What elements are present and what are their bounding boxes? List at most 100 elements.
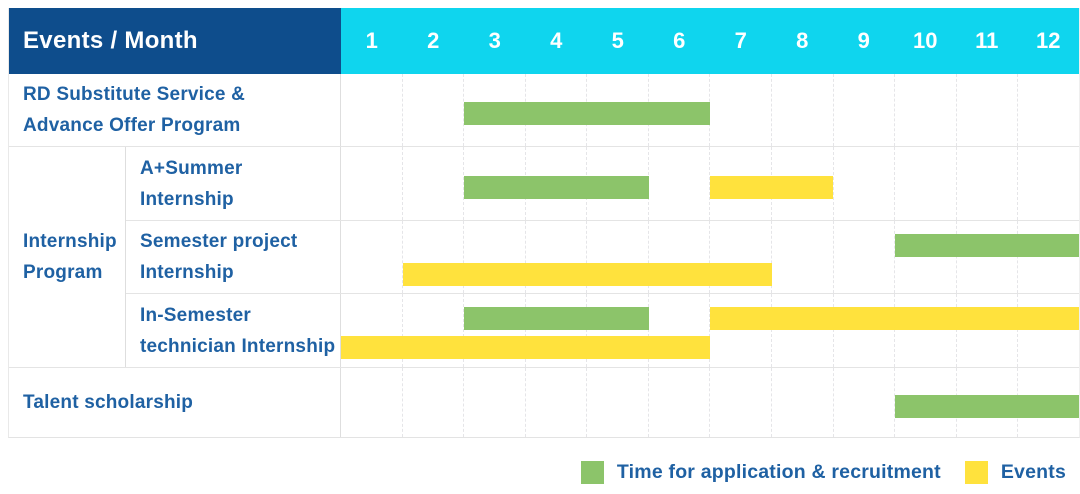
month-column-2 (401, 221, 464, 293)
month-grid-semester-project-internship (341, 221, 1079, 293)
application-bar-months-3-5 (464, 175, 649, 199)
group-label-internship-program: Internship Program (9, 147, 126, 367)
month-column-11 (955, 147, 1018, 220)
month-column-10 (894, 147, 956, 220)
month-grid-a-plus-summer-internship (341, 147, 1079, 220)
label-line: RD Substitute Service & (23, 84, 246, 105)
month-column-6 (647, 221, 710, 293)
table-header-row: Events / Month 1 2 3 4 5 6 7 8 9 10 11 12 (9, 8, 1079, 74)
application-bar-months-3-6 (464, 102, 710, 125)
row-label-semester-project-internship: Semester project Internship (126, 221, 341, 293)
month-header-6: 6 (673, 28, 686, 53)
month-column-3 (463, 294, 525, 367)
month-header-11: 11 (975, 28, 999, 53)
label-line: Program (23, 262, 103, 283)
legend-label-application: Time for application & recruitment (616, 461, 941, 483)
month-column-1 (341, 221, 402, 293)
application-bar-months-3-5 (464, 307, 649, 330)
month-header-5: 5 (611, 28, 624, 53)
month-column-6 (647, 368, 710, 437)
label-line: Advance Offer Program (23, 115, 241, 136)
month-column-11 (955, 74, 1018, 146)
month-column-3 (463, 368, 525, 437)
month-header-2: 2 (427, 28, 440, 53)
month-column-6 (647, 294, 710, 367)
month-column-10 (894, 74, 956, 146)
row-rd-substitute: RD Substitute Service & Advance Offer Pro… (9, 74, 1079, 146)
month-header-12: 12 (1036, 28, 1061, 53)
row-label-in-semester-technician-internship: In-Semester technician Internship (126, 294, 341, 367)
month-column-10 (894, 294, 956, 367)
month-column-4 (524, 368, 587, 437)
application-bar-months-10-12 (894, 394, 1079, 418)
month-column-8 (771, 368, 833, 437)
month-column-2 (401, 368, 464, 437)
month-column-2 (401, 147, 464, 220)
month-column-12 (1017, 294, 1079, 367)
month-header-9: 9 (857, 28, 870, 53)
month-header-7: 7 (734, 28, 747, 53)
month-column-7 (709, 147, 771, 220)
month-column-3 (463, 74, 525, 146)
month-column-12 (1017, 147, 1079, 220)
label-line: Internship (23, 231, 117, 252)
row-label-a-plus-summer-internship: A+Summer Internship (126, 147, 341, 220)
month-column-5 (586, 221, 648, 293)
row-label-talent-scholarship: Talent scholarship (9, 368, 341, 437)
month-header-strip: 1 2 3 4 5 6 7 8 9 10 11 12 (341, 8, 1079, 74)
events-month-table: Events / Month 1 2 3 4 5 6 7 8 9 10 11 12 RD Substi… (8, 8, 1080, 438)
month-column-7 (709, 221, 771, 293)
event-bar-months-7-12 (710, 307, 1079, 330)
month-column-12 (1017, 74, 1079, 146)
month-column-7 (709, 74, 771, 146)
month-column-9 (832, 368, 895, 437)
group-subrows-internship-program: A+Summer Internship Semester project Intern… (126, 147, 1079, 367)
month-column-8 (771, 294, 833, 367)
application-bar-months-10-12 (894, 234, 1079, 257)
month-column-3 (463, 147, 525, 220)
month-header-3: 3 (488, 28, 501, 53)
month-header-4: 4 (550, 28, 563, 53)
label-line: Talent scholarship (23, 392, 194, 413)
month-column-1 (341, 74, 402, 146)
month-column-8 (771, 74, 833, 146)
legend: Time for application & recruitment Events (580, 461, 1066, 484)
label-line: Semester project (140, 231, 298, 252)
month-column-5 (586, 294, 648, 367)
month-column-6 (647, 147, 710, 220)
row-in-semester-technician-internship: In-Semester technician Internship (126, 293, 1079, 367)
event-bar-months-1-6 (341, 336, 710, 359)
month-column-9 (832, 74, 895, 146)
month-column-2 (401, 74, 464, 146)
legend-item-event: Events (964, 461, 1066, 484)
legend-item-application: Time for application & recruitment (580, 461, 941, 484)
month-column-1 (341, 147, 402, 220)
month-grid-talent-scholarship (341, 368, 1079, 437)
month-header-8: 8 (796, 28, 809, 53)
group-row-internship-program: Internship Program A+Summer Internship Semes… (9, 146, 1079, 367)
legend-swatch-application (580, 461, 604, 484)
event-bar-months-7-8 (710, 175, 833, 199)
month-column-9 (832, 147, 895, 220)
month-column-11 (955, 221, 1018, 293)
row-talent-scholarship: Talent scholarship (9, 367, 1079, 437)
month-column-4 (524, 221, 587, 293)
month-column-1 (341, 368, 402, 437)
month-column-2 (401, 294, 464, 367)
event-bar-months-2-7 (402, 263, 772, 286)
month-column-9 (832, 294, 895, 367)
month-column-4 (524, 294, 587, 367)
month-column-8 (771, 221, 833, 293)
month-header-10: 10 (913, 28, 938, 53)
month-grid-rd-substitute (341, 74, 1079, 146)
month-column-5 (586, 368, 648, 437)
month-column-7 (709, 368, 771, 437)
header-title: Events / Month (9, 8, 341, 74)
month-column-11 (955, 294, 1018, 367)
label-line: In-Semester (140, 304, 251, 326)
month-column-3 (463, 221, 525, 293)
label-line: Internship (140, 262, 234, 283)
month-column-10 (894, 221, 956, 293)
table-body: RD Substitute Service & Advance Offer Pro… (9, 74, 1079, 437)
row-semester-project-internship: Semester project Internship (126, 220, 1079, 293)
